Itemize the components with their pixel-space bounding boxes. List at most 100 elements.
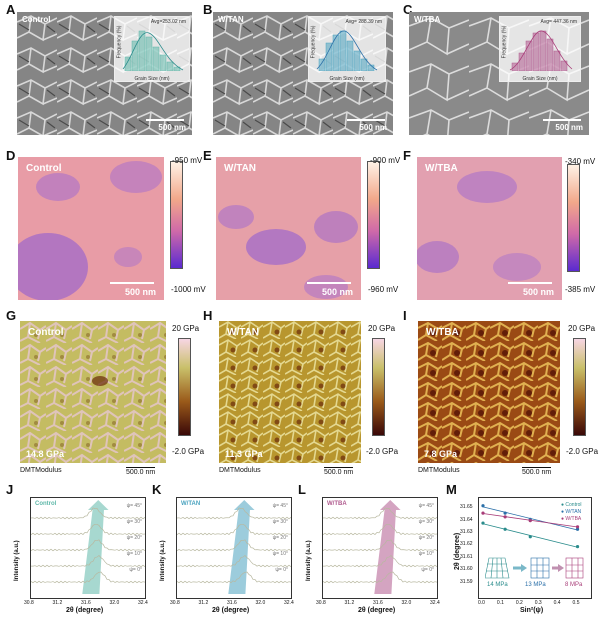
kpfm-map-w-tan: W/TAN 500 nm: [216, 157, 361, 300]
scale-bar: [508, 282, 552, 284]
data-point: [503, 527, 507, 531]
xrd-trace: [31, 523, 145, 536]
data-point: [481, 511, 485, 515]
m-y-axis-label: 2θ (degree): [454, 532, 461, 570]
m-x-tick: 0.5: [572, 600, 580, 606]
xrd-trace: [177, 555, 291, 568]
histogram-x-label: Grain Size (nm): [329, 76, 365, 82]
panel-label-l: L: [298, 482, 306, 497]
panel-label-d: D: [6, 148, 16, 163]
sem-image-w-tba: W/TBA Avg= 447.36 nm Grain Size (nm) Fre…: [409, 12, 589, 135]
scale-bar-label: 500 nm: [321, 287, 353, 297]
scale-bar: [307, 282, 351, 284]
scale-bar-label: 500 nm: [522, 287, 554, 297]
colorbar-max: 20 GPa: [172, 324, 200, 333]
afm-channel-label: DMTModulus: [219, 467, 261, 474]
panel-label-b: B: [203, 2, 213, 17]
psi-label: ψ= 0°: [275, 567, 288, 573]
xrd-trace: [323, 523, 437, 536]
average-modulus: 7.8 GPa: [424, 449, 458, 459]
data-point: [481, 504, 485, 508]
xrd-trace: [177, 571, 291, 584]
m-y-tick: 31.59: [460, 578, 473, 585]
average-modulus: 14.8 GPa: [26, 449, 65, 459]
kpfm-colorbar: [170, 161, 183, 269]
kpfm-title: Control: [26, 163, 62, 174]
sin2psi-plot-area: ● Control● W/TAN● W/TBA: [481, 502, 582, 549]
scale-bar-label: 500 nm: [158, 123, 186, 132]
legend-entry: ● Control: [561, 502, 582, 508]
m-y-tick: 31.60: [460, 566, 473, 573]
x-tick-label: 31.6: [227, 600, 237, 606]
x-tick-label: 31.2: [198, 600, 209, 606]
x-tick-label: 32.0: [109, 600, 120, 606]
stress-w-tan: 13 MPa: [525, 582, 546, 588]
kpfm-map-w-tba: W/TBA 500 nm: [417, 157, 562, 300]
xrd-trace: [31, 571, 145, 584]
colorbar-min: -1000 mV: [171, 285, 206, 294]
m-y-tick: 31.62: [460, 541, 473, 548]
xrd-trace: [323, 507, 437, 520]
x-tick-label: 32.4: [138, 600, 148, 606]
psi-label: ψ= 20°: [272, 535, 288, 541]
xrd-y-axis-label: Intensity (a.u.): [306, 540, 312, 581]
x-tick-label: 30.8: [170, 600, 180, 606]
grain-size-histogram: Avg= 447.36 nm Grain Size (nm) Frequency…: [499, 16, 581, 82]
panel-label-k: K: [152, 482, 162, 497]
xrd-panel-w-tba: ψ= 45° ψ= 30° ψ= 20° ψ= 10° ψ= 0° W/TBA: [322, 497, 438, 599]
xrd-x-axis-label: 2θ (degree): [358, 607, 396, 614]
x-tick-label: 31.2: [52, 600, 63, 606]
m-x-tick: 0.2: [515, 600, 523, 606]
sem-title: W/TBA: [414, 15, 441, 24]
psi-label: ψ= 45°: [418, 503, 434, 509]
psi-label: ψ= 45°: [126, 503, 142, 509]
average-modulus: 11.3 GPa: [225, 449, 263, 459]
colorbar-max: -340 mV: [565, 157, 596, 166]
afm-title: W/TAN: [227, 327, 260, 338]
grain-size-histogram: Avg=253.02 nm Grain Size (nm) Frequency …: [114, 16, 190, 82]
xrd-panel-title: Control: [35, 501, 57, 507]
x-tick-label: 32.0: [401, 600, 412, 606]
psi-label: ψ= 10°: [272, 551, 288, 557]
m-x-tick: 0.4: [553, 600, 561, 606]
histogram-x-label: Grain Size (nm): [134, 76, 170, 82]
afm-modulus-map-w-tan: W/TAN 11.3 GPa: [219, 321, 361, 463]
colorbar-min: -2.0 GPa: [566, 447, 599, 456]
scale-bar-label: 500 nm: [555, 123, 583, 132]
histogram-y-label: Frequency (%): [116, 25, 123, 59]
sem-title: W/TAN: [218, 15, 244, 24]
panel-label-i: I: [403, 308, 407, 323]
xrd-trace: [323, 539, 437, 552]
scale-bar: [347, 119, 385, 121]
data-point: [575, 545, 580, 549]
m-x-tick: 0.1: [496, 600, 504, 606]
data-point: [528, 519, 532, 523]
m-y-tick: 31.65: [460, 504, 473, 511]
data-point: [575, 525, 580, 529]
psi-label: ψ= 30°: [272, 519, 288, 525]
psi-label: ψ= 30°: [126, 519, 142, 525]
afm-colorbar: [178, 338, 191, 436]
colorbar-max: -900 mV: [370, 156, 401, 165]
x-tick-label: 32.0: [255, 600, 266, 606]
m-y-tick: 31.63: [460, 529, 473, 535]
stress-control: 14 MPa: [487, 582, 508, 588]
xrd-x-axis-label: 2θ (degree): [212, 607, 250, 614]
xrd-panel-control: ψ= 45° ψ= 30° ψ= 20° ψ= 10° ψ= 0° Control: [30, 497, 146, 599]
data-point: [528, 535, 532, 539]
scale-bar-label: 500 nm: [359, 123, 387, 132]
x-tick-label: 30.8: [24, 600, 34, 606]
xrd-y-axis-label: Intensity (a.u.): [160, 540, 166, 581]
colorbar-max: -950 mV: [172, 156, 203, 165]
x-tick-label: 31.2: [344, 600, 355, 606]
xrd-panel-title: W/TAN: [181, 501, 201, 507]
afm-modulus-map-control: Control 14.8 GPa: [20, 321, 166, 463]
xrd-y-axis-label: Intensity (a.u.): [14, 540, 20, 581]
scale-bar-label: 500 nm: [124, 287, 156, 297]
afm-channel-label: DMTModulus: [418, 467, 460, 474]
m-x-tick: 0.0: [478, 600, 485, 606]
xrd-trace: [177, 523, 291, 536]
m-y-tick: 31.61: [460, 553, 473, 560]
psi-label: ψ= 0°: [129, 567, 142, 573]
colorbar-max: 20 GPa: [568, 324, 596, 333]
